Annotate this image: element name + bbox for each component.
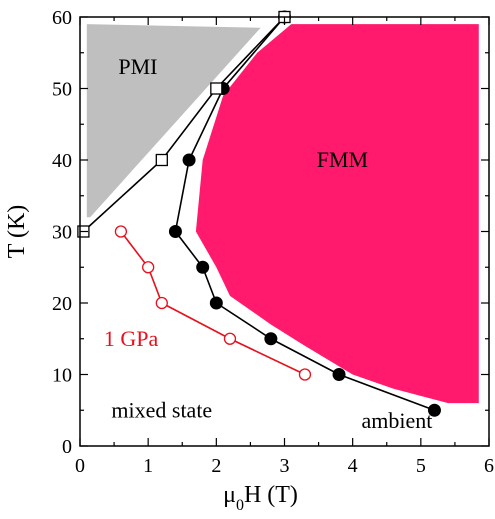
x-tick-label: 0 <box>75 455 85 477</box>
series-label-ambient: ambient <box>362 408 433 433</box>
point-boundary <box>155 153 168 167</box>
text-labels: PMI FMM ambient 1 GPa mixed state <box>104 54 432 433</box>
y-tick-label: 40 <box>52 150 72 172</box>
point-ambient <box>168 225 182 238</box>
x-axis-label-mu: μ <box>223 482 236 508</box>
region-pmi <box>86 24 261 218</box>
x-tick-label: 2 <box>211 455 221 477</box>
region-label-pmi: PMI <box>118 54 157 79</box>
series-label-1-gpa: 1 GPa <box>104 326 159 351</box>
y-axis-label: T (K) <box>4 205 30 259</box>
point-1-gpa <box>155 296 168 310</box>
y-tick-label: 20 <box>52 293 72 315</box>
point-ambient <box>427 403 441 417</box>
y-tick-label: 50 <box>52 79 72 101</box>
point-1-gpa <box>223 332 237 345</box>
y-tick-label: 60 <box>52 7 72 29</box>
point-1-gpa <box>298 368 312 381</box>
y-tick-label: 10 <box>52 365 72 387</box>
region-label-fmm: FMM <box>317 147 368 172</box>
x-tick-label: 4 <box>348 455 358 477</box>
region-fmm <box>195 24 479 404</box>
x-tick-label: 6 <box>484 455 494 477</box>
point-ambient <box>209 296 223 310</box>
phase-regions <box>86 24 479 404</box>
point-ambient <box>182 153 196 167</box>
series-line-boundary <box>82 16 286 233</box>
point-boundary <box>210 82 223 95</box>
x-axis-label-rest: H (T) <box>244 482 298 508</box>
point-1-gpa <box>142 261 155 274</box>
y-tick-label: 0 <box>62 436 72 458</box>
point-ambient <box>196 260 210 274</box>
point-1-gpa <box>114 225 128 238</box>
x-axis-label-subscript: 0 <box>236 497 244 514</box>
annotation-label: mixed state <box>111 397 212 422</box>
y-tick-label: 30 <box>52 222 72 244</box>
x-tick-label: 1 <box>143 455 153 477</box>
x-tick-label: 5 <box>416 455 426 477</box>
series-markers <box>77 10 441 417</box>
x-axis-label: μ0H (T) <box>223 482 298 514</box>
x-tick-label: 3 <box>280 455 290 477</box>
point-ambient <box>264 332 278 346</box>
point-ambient <box>332 368 346 381</box>
